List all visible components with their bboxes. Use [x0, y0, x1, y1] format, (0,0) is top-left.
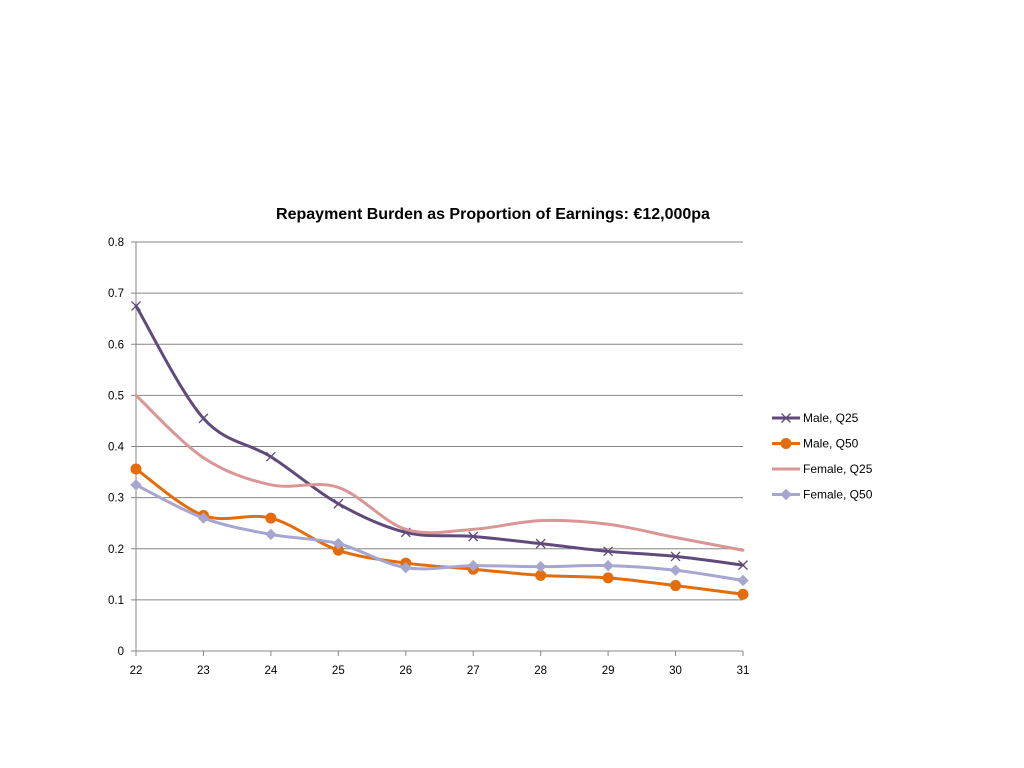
y-tick-label: 0.2 [108, 544, 124, 556]
x-tick-label: 30 [669, 665, 682, 677]
data-point [265, 512, 277, 524]
series-lines [130, 300, 749, 600]
series-4 [130, 479, 749, 587]
series-line [134, 467, 745, 596]
data-point [738, 560, 748, 571]
y-tick-label: 0.3 [108, 493, 124, 505]
data-point [603, 546, 614, 557]
legend-entry: Female, Q25 [772, 462, 873, 476]
x-tick-label: 27 [467, 665, 480, 677]
data-point [197, 512, 210, 524]
y-tick-label: 0.6 [108, 339, 124, 351]
data-point [670, 551, 681, 562]
data-point [737, 588, 749, 600]
data-point [535, 538, 546, 549]
data-point [198, 413, 209, 424]
x-tick-label: 24 [264, 665, 277, 677]
legend-marker [780, 438, 792, 449]
y-tick-labels: 0 0.1 0.2 0.3 0.4 0.5 0.6 0.7 0.8 [108, 237, 125, 658]
x-tick-label: 26 [399, 665, 412, 677]
chart-title: Repayment Burden as Proportion of Earnin… [276, 206, 710, 223]
legend-entry: Male, Q25 [772, 411, 859, 425]
series-1 [131, 300, 748, 571]
axes [135, 242, 743, 652]
data-point [534, 560, 547, 573]
y-tick-label: 0.7 [108, 288, 124, 300]
y-tick-label: 0.8 [108, 237, 124, 249]
y-tick-label: 0.4 [108, 442, 125, 454]
x-tick-label: 28 [534, 665, 547, 677]
gridlines [131, 241, 743, 652]
x-tick-label: 23 [197, 665, 210, 677]
series-3 [134, 393, 745, 552]
legend-label: Male, Q25 [803, 411, 859, 425]
x-tick-label: 29 [602, 665, 615, 677]
data-point [265, 451, 276, 462]
data-point [130, 479, 142, 491]
legend-entry: Male, Q50 [772, 437, 859, 451]
data-point [131, 300, 141, 311]
legend-marker [780, 488, 792, 501]
legend: Male, Q25 Male, Q50 Female, Q25 Female, Q50 [772, 411, 873, 502]
legend-entry: Female, Q50 [772, 488, 873, 502]
legend-label: Female, Q50 [803, 488, 873, 502]
legend-label: Female, Q25 [803, 462, 873, 476]
y-tick-label: 0.1 [108, 595, 124, 607]
x-tick-label: 25 [332, 665, 345, 677]
data-point [332, 537, 345, 550]
x-tick-label: 31 [737, 665, 750, 677]
data-point [670, 580, 682, 592]
series-line [134, 483, 745, 582]
data-point [737, 574, 749, 587]
data-point [265, 528, 277, 541]
data-point [468, 531, 479, 542]
series-line [134, 304, 745, 567]
data-point [602, 559, 614, 572]
data-point [602, 572, 614, 584]
x-tick-labels: 22 23 24 25 26 27 28 29 30 31 [130, 651, 750, 677]
data-point [400, 561, 412, 574]
data-point [130, 463, 142, 475]
data-point [467, 559, 479, 572]
x-tick-label: 22 [130, 665, 143, 677]
y-tick-label: 0 [118, 646, 124, 658]
y-tick-label: 0.5 [108, 390, 124, 402]
data-point [669, 564, 682, 576]
series-line [134, 393, 745, 552]
legend-marker [781, 413, 791, 423]
data-point [333, 498, 344, 509]
legend-label: Male, Q50 [803, 437, 859, 451]
